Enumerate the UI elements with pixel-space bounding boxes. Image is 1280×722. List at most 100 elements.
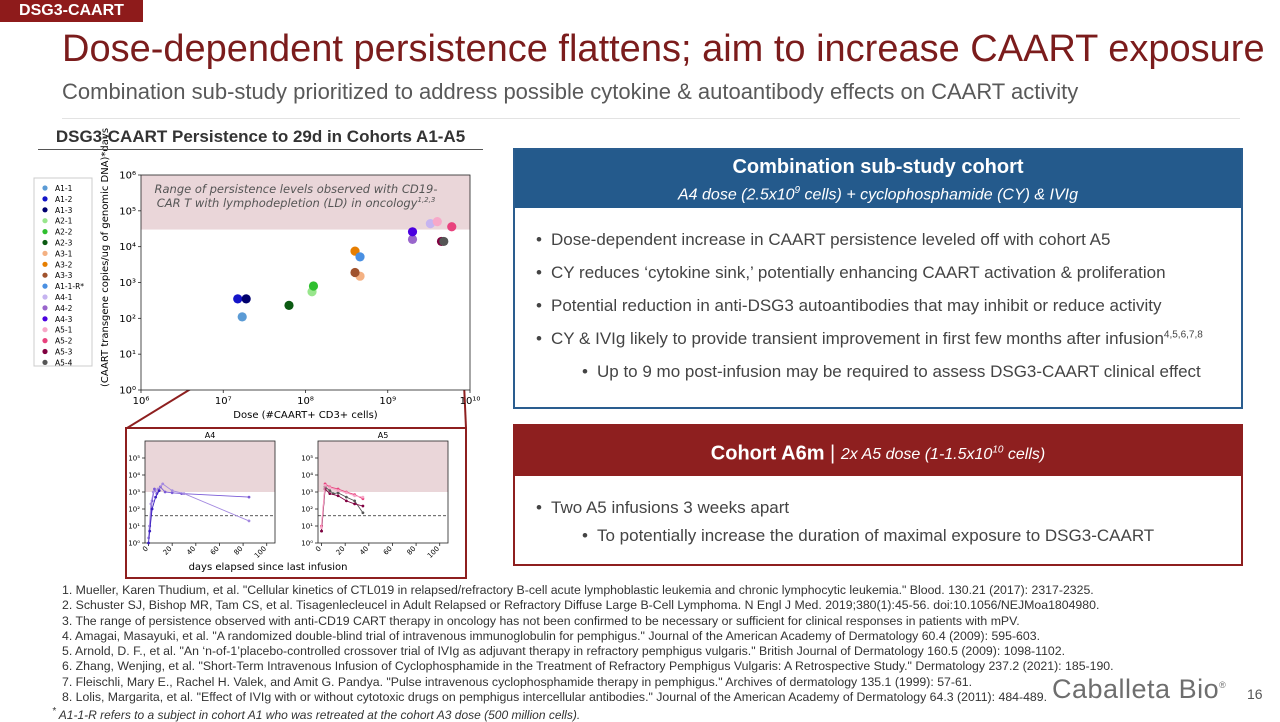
legend-label: A5-1 bbox=[55, 326, 73, 335]
divider bbox=[62, 118, 1240, 119]
range-band bbox=[318, 441, 448, 492]
point bbox=[432, 217, 442, 227]
y-tick-label: 10² bbox=[128, 505, 140, 513]
point bbox=[353, 502, 357, 506]
legend-label: A1-1-R* bbox=[55, 282, 84, 291]
combo-header: Combination sub-study cohort A4 dose (2.… bbox=[515, 150, 1241, 208]
point bbox=[182, 492, 186, 496]
point bbox=[170, 489, 174, 493]
text: A4 dose (2.5x10 bbox=[678, 186, 795, 204]
legend-swatch bbox=[42, 261, 48, 267]
combo-title: Combination sub-study cohort bbox=[732, 156, 1024, 178]
y-tick-label: 10² bbox=[119, 314, 136, 325]
text: cells) bbox=[1003, 446, 1046, 464]
x-tick-label: 20 bbox=[335, 545, 347, 557]
point bbox=[344, 495, 348, 499]
point bbox=[328, 486, 332, 490]
x-tick-label: 10⁶ bbox=[133, 396, 150, 407]
y-tick-label: 10⁴ bbox=[128, 471, 140, 479]
legend-swatch bbox=[42, 316, 48, 322]
y-tick-label: 10⁴ bbox=[301, 471, 313, 479]
legend-label: A1-1 bbox=[55, 184, 73, 193]
point bbox=[320, 526, 323, 530]
point bbox=[170, 491, 174, 495]
section-tag: DSG3-CAART bbox=[0, 0, 143, 22]
point bbox=[241, 294, 251, 304]
references: 1. Mueller, Karen Thudium, et al. "Cellu… bbox=[62, 583, 1114, 705]
legend-swatch bbox=[42, 196, 48, 202]
x-tick-label: 10¹⁰ bbox=[460, 396, 481, 407]
annotation: Range of persistence levels observed wit… bbox=[155, 182, 438, 210]
text: 2x A5 dose (1-1.5x10 bbox=[840, 446, 993, 464]
point bbox=[439, 236, 449, 247]
slide-title: Dose-dependent persistence flattens; aim… bbox=[62, 28, 1265, 70]
legend-label: A4-3 bbox=[55, 315, 73, 324]
a6m-subtitle: 2x A5 dose (1-1.5x1010 cells) bbox=[840, 445, 1046, 464]
legend-label: A1-2 bbox=[55, 195, 73, 204]
x-tick-label: 0 bbox=[314, 545, 323, 554]
x-tick-label: 20 bbox=[162, 545, 174, 557]
legend-swatch bbox=[42, 338, 48, 344]
sup: 9 bbox=[794, 185, 801, 196]
legend-label: A3-2 bbox=[55, 260, 73, 269]
a6m-box: Cohort A6m | 2x A5 dose (1-1.5x1010 cell… bbox=[513, 424, 1243, 566]
point bbox=[148, 529, 152, 533]
legend-swatch bbox=[42, 305, 48, 311]
legend-swatch bbox=[42, 207, 48, 213]
range-band bbox=[141, 175, 470, 230]
x-tick-label: 10⁷ bbox=[215, 396, 232, 407]
x-tick-label: 80 bbox=[406, 545, 418, 557]
legend-label: A5-3 bbox=[55, 348, 73, 357]
x-tick-label: 60 bbox=[209, 545, 221, 557]
footnote: * A1-1-R refers to a subject in cohort A… bbox=[52, 706, 580, 722]
legend-label: A3-3 bbox=[55, 271, 73, 280]
annotation-sup: 1,2,3 bbox=[417, 196, 435, 204]
point bbox=[344, 499, 348, 503]
chart-title: DSG3-CAART Persistence to 29d in Cohorts… bbox=[38, 127, 483, 150]
bullet-text: CY & IVIg likely to provide transient im… bbox=[551, 329, 1164, 348]
bullet-text: Two A5 infusions 3 weeks apart bbox=[551, 498, 790, 517]
point bbox=[350, 267, 360, 278]
y-tick-label: 10⁵ bbox=[301, 454, 313, 462]
annotation-line: CAR T with lymphodepletion (LD) in oncol… bbox=[157, 196, 418, 210]
reference: 3. The range of persistence observed wit… bbox=[62, 613, 1020, 628]
legend-label: A5-2 bbox=[55, 337, 73, 346]
logo: Caballeta Bio® bbox=[1052, 674, 1226, 705]
point bbox=[163, 490, 167, 494]
logo-mark: ® bbox=[1219, 680, 1227, 690]
legend-label: A2-1 bbox=[55, 217, 73, 226]
bullet-text: CY reduces ‘cytokine sink,’ potentially … bbox=[551, 263, 1166, 282]
legend-label: A4-2 bbox=[55, 304, 73, 313]
point bbox=[353, 499, 357, 503]
legend-label: A2-3 bbox=[55, 239, 73, 248]
footnote-mark: * bbox=[52, 706, 56, 717]
bullet-text: Dose-dependent increase in CAART persist… bbox=[551, 230, 1111, 249]
x-tick-label: 10⁹ bbox=[379, 396, 396, 407]
point bbox=[407, 227, 418, 237]
point bbox=[153, 487, 156, 491]
reference: 2. Schuster SJ, Bishop MR, Tam CS, et al… bbox=[62, 598, 1100, 613]
legend-swatch bbox=[42, 359, 48, 365]
bullet: CY & IVIg likely to provide transient im… bbox=[536, 329, 1241, 349]
y-tick-label: 10⁰ bbox=[301, 539, 313, 547]
legend-swatch bbox=[42, 294, 48, 300]
bullet: Up to 9 mo post-infusion may be required… bbox=[582, 362, 1241, 382]
point bbox=[336, 491, 340, 495]
point bbox=[336, 489, 340, 493]
x-tick-label: 40 bbox=[358, 545, 370, 557]
bullet: Potential reduction in anti-DSG3 autoant… bbox=[536, 296, 1241, 316]
inset-x-label: days elapsed since last infusion bbox=[189, 562, 348, 573]
legend-swatch bbox=[42, 229, 48, 235]
point bbox=[308, 281, 319, 291]
x-tick-label: 80 bbox=[233, 545, 245, 557]
inset-frame bbox=[125, 427, 467, 579]
legend-swatch bbox=[42, 239, 48, 246]
bullet: Two A5 infusions 3 weeks apart bbox=[536, 498, 1241, 518]
bullet: CY reduces ‘cytokine sink,’ potentially … bbox=[536, 263, 1241, 283]
legend-swatch bbox=[42, 185, 48, 191]
x-tick-label: 100 bbox=[426, 545, 441, 560]
bullet: Dose-dependent increase in CAART persist… bbox=[536, 230, 1241, 250]
point bbox=[150, 507, 154, 511]
point bbox=[154, 495, 158, 499]
